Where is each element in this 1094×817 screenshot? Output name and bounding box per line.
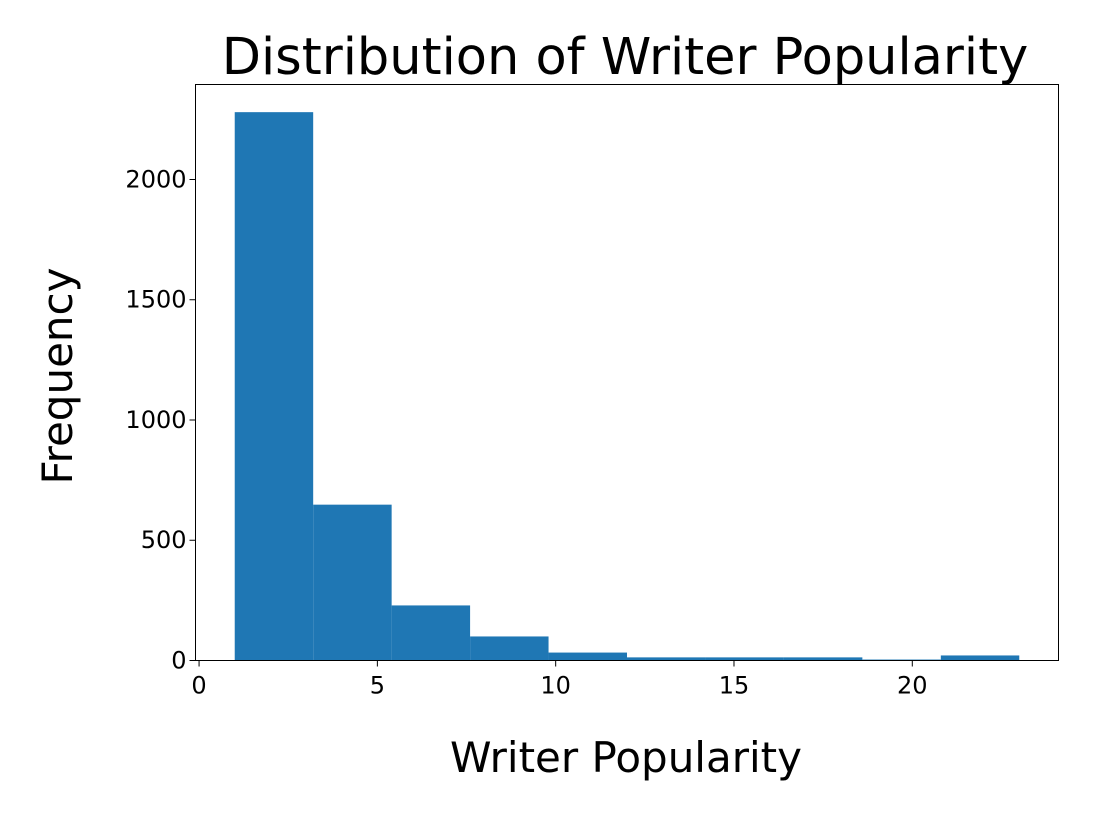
histogram-bar [234,112,314,661]
x-tick-label: 15 [719,672,750,700]
x-axis-ticks: 0 5 10 15 20 [191,660,928,700]
chart-title: Distribution of Writer Popularity [222,28,1029,87]
histogram-bar [627,657,706,661]
y-axis-ticks: 0 500 1000 1500 2000 [125,165,196,675]
histogram-bar [783,657,863,661]
y-tick-label: 2000 [125,165,186,193]
histogram-bar [313,504,392,661]
histogram-bar [705,657,784,661]
histogram-bar [470,636,549,661]
histogram-bar [940,655,1020,661]
y-tick-label: 1000 [125,406,186,434]
histogram-bar [548,652,627,661]
histogram-bar [391,605,471,661]
x-tick-label: 10 [540,672,571,700]
plot-frame [195,84,1059,661]
x-tick-label: 0 [191,672,206,700]
bars-group [234,112,1020,661]
y-axis-label: Frequency [33,268,82,485]
x-tick-label: 5 [370,672,385,700]
y-tick-label: 1500 [125,286,186,314]
y-tick-label: 500 [141,526,187,554]
x-tick-label: 20 [897,672,928,700]
x-axis-label: Writer Popularity [450,733,802,782]
y-tick-label: 0 [171,647,186,675]
